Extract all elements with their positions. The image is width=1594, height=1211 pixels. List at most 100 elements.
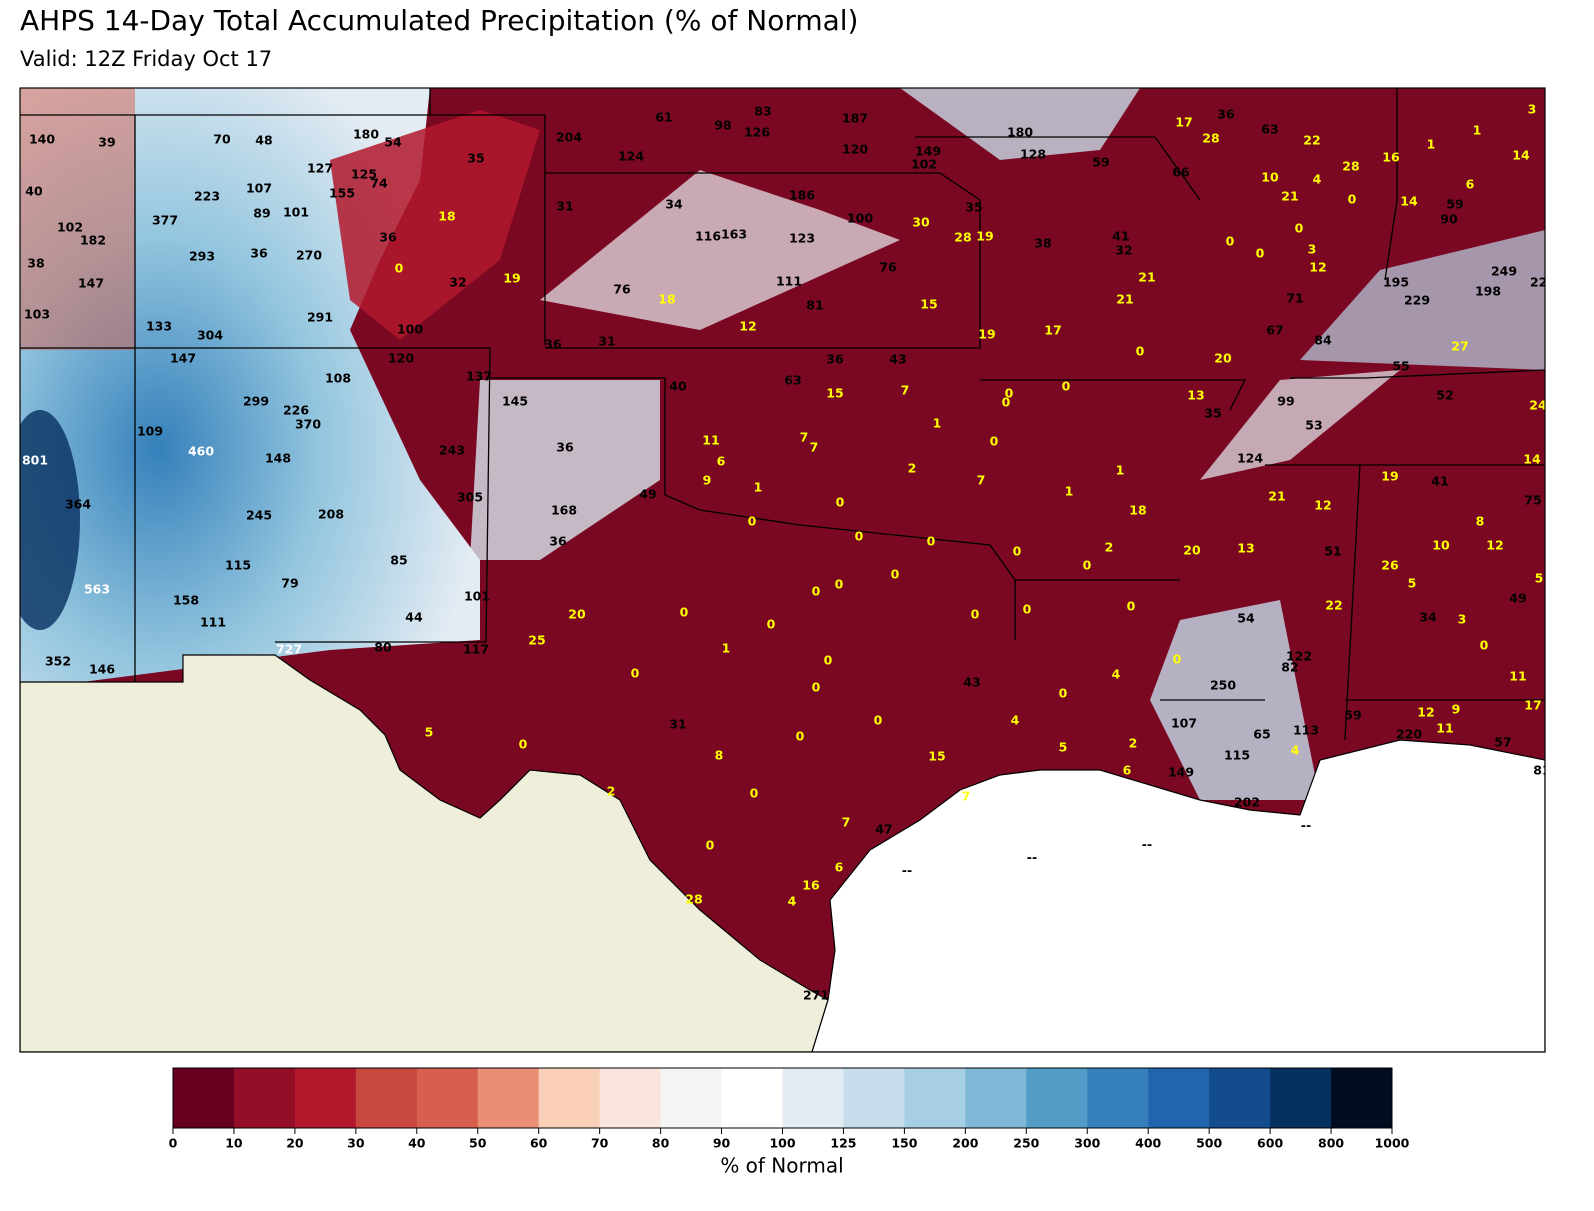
station-value: 18 xyxy=(1129,503,1146,518)
station-value: 0 xyxy=(1480,638,1489,653)
precip-field xyxy=(500,88,1140,160)
station-value: 12 xyxy=(1486,538,1503,553)
station-value: 2 xyxy=(607,784,616,799)
station-value: 28 xyxy=(954,230,971,245)
station-value: 13 xyxy=(1237,541,1254,556)
colorbar-segment xyxy=(1270,1068,1332,1128)
station-value: 0 xyxy=(1256,246,1265,261)
station-value: 1 xyxy=(1427,137,1436,152)
station-value: 0 xyxy=(1136,344,1145,359)
station-value: 223 xyxy=(194,189,220,204)
station-value: 226 xyxy=(283,403,309,418)
station-value: 229 xyxy=(1404,293,1430,308)
station-value: 48 xyxy=(255,133,272,148)
station-value: 26 xyxy=(1381,558,1399,573)
station-value: -- xyxy=(1142,837,1152,852)
station-value: 35 xyxy=(965,200,982,215)
station-value: 32 xyxy=(1115,243,1132,258)
station-value: 1 xyxy=(1065,484,1074,499)
station-value: 36 xyxy=(1217,107,1235,122)
station-value: 168 xyxy=(551,503,577,518)
station-value: 43 xyxy=(963,675,980,690)
station-value: 3 xyxy=(1308,242,1317,257)
station-value: 148 xyxy=(265,451,291,466)
colorbar-segment xyxy=(660,1068,723,1128)
station-value: 17 xyxy=(1524,698,1541,713)
station-value: 76 xyxy=(613,282,631,297)
station-value: 44 xyxy=(405,610,423,625)
station-value: 31 xyxy=(556,199,573,214)
station-value: 0 xyxy=(812,584,821,599)
station-value: 103 xyxy=(24,307,50,322)
station-value: 0 xyxy=(1083,558,1092,573)
station-value: 34 xyxy=(665,197,683,212)
station-value: 460 xyxy=(188,444,214,459)
station-value: 293 xyxy=(189,249,215,264)
station-value: 13 xyxy=(1187,388,1204,403)
station-value: 21 xyxy=(1281,189,1298,204)
station-value: 180 xyxy=(353,127,379,142)
station-value: 21 xyxy=(1138,270,1155,285)
station-value: 7 xyxy=(901,383,910,398)
station-value: 11 xyxy=(1436,721,1453,736)
station-value: 158 xyxy=(173,593,199,608)
station-value: 38 xyxy=(27,256,44,271)
station-value: 80 xyxy=(374,640,392,655)
station-value: 124 xyxy=(1237,451,1263,466)
station-value: 85 xyxy=(390,553,407,568)
station-value: 102 xyxy=(911,157,937,172)
station-value: 0 xyxy=(680,605,689,620)
colorbar-segment xyxy=(843,1068,905,1128)
station-value: 1 xyxy=(1473,123,1482,138)
colorbar-tick-label: 60 xyxy=(530,1136,548,1151)
station-value: 3 xyxy=(1528,102,1537,117)
station-value: 149 xyxy=(1168,765,1194,780)
colorbar-segment xyxy=(355,1068,418,1128)
station-value: 111 xyxy=(200,615,226,630)
station-value: 49 xyxy=(1509,591,1526,606)
station-value: 5 xyxy=(1535,571,1544,586)
station-value: 0 xyxy=(1062,379,1071,394)
colorbar-tick-label: 125 xyxy=(830,1136,856,1151)
station-value: 99 xyxy=(1277,394,1294,409)
station-value: 182 xyxy=(80,233,106,248)
station-value: 0 xyxy=(1173,652,1182,667)
station-value: 9 xyxy=(703,473,712,488)
station-value: 20 xyxy=(1214,351,1232,366)
station-value: 370 xyxy=(295,417,321,432)
station-value: 208 xyxy=(318,507,344,522)
station-value: 101 xyxy=(283,205,309,220)
station-value: 31 xyxy=(598,334,615,349)
station-value: 28 xyxy=(1342,159,1359,174)
station-value: 98 xyxy=(714,118,731,133)
station-value: 122 xyxy=(1286,649,1312,664)
station-value: 145 xyxy=(502,394,528,409)
station-value: 35 xyxy=(1204,406,1221,421)
station-value: 18 xyxy=(658,292,675,307)
colorbar-tick-label: 1000 xyxy=(1375,1136,1410,1151)
station-value: 74 xyxy=(370,176,388,191)
station-value: 7 xyxy=(810,440,819,455)
station-value: 20 xyxy=(568,607,586,622)
station-value: 6 xyxy=(717,454,726,469)
station-value: 109 xyxy=(137,424,163,439)
station-value: 198 xyxy=(1475,284,1501,299)
station-value: 21 xyxy=(1268,489,1285,504)
station-value: 727 xyxy=(276,642,302,657)
colorbar-tick-label: 250 xyxy=(1013,1136,1039,1151)
station-value: 364 xyxy=(65,497,91,512)
colorbar-segment xyxy=(1148,1068,1210,1128)
colorbar-segment xyxy=(538,1068,601,1128)
station-value: 137 xyxy=(466,369,492,384)
station-value: 147 xyxy=(170,351,196,366)
colorbar-tick-label: 10 xyxy=(225,1136,243,1151)
colorbar-segment xyxy=(1026,1068,1088,1128)
station-value: 4 xyxy=(1011,713,1020,728)
station-value: 195 xyxy=(1383,275,1409,290)
station-value: 27 xyxy=(1451,339,1468,354)
station-value: 89 xyxy=(253,206,270,221)
station-value: 108 xyxy=(325,371,351,386)
station-value: 133 xyxy=(146,319,172,334)
station-value: 63 xyxy=(784,373,801,388)
